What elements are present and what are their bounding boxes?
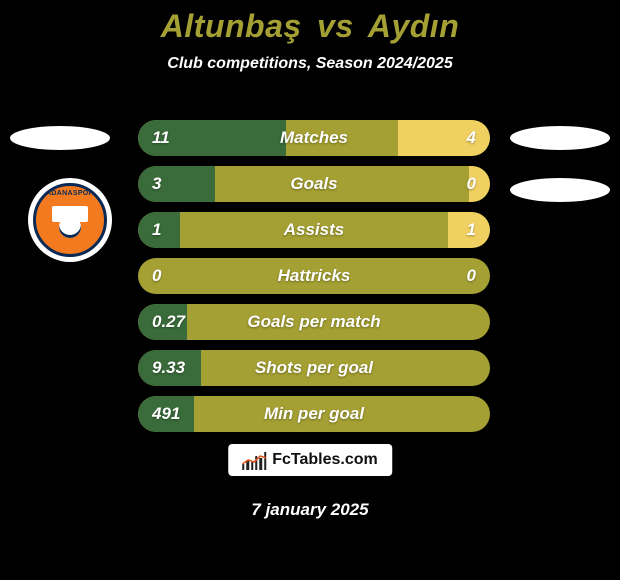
- stat-row: Min per goal491: [138, 396, 490, 432]
- stat-value-left: 9.33: [138, 350, 199, 386]
- stat-value-left: 491: [138, 396, 194, 432]
- stat-value-right: 4: [453, 120, 490, 156]
- title-vs: vs: [317, 8, 354, 44]
- subtitle: Club competitions, Season 2024/2025: [0, 55, 620, 73]
- stat-row: Hattricks0 0: [138, 258, 490, 294]
- stat-row: Shots per goal9.33: [138, 350, 490, 386]
- club-badge-text: ADANASPOR: [36, 190, 104, 197]
- player-photo-right-row1: [510, 126, 610, 150]
- stat-value-right: [462, 304, 490, 340]
- stat-label: Matches: [138, 120, 490, 156]
- stat-value-right: [462, 396, 490, 432]
- stat-value-left: 3: [138, 166, 175, 202]
- club-badge-ball-icon: [59, 216, 81, 238]
- fctables-chart-icon: [242, 450, 266, 470]
- title-player-right: Aydın: [368, 8, 459, 44]
- stat-value-right: [462, 350, 490, 386]
- stat-value-right: 1: [453, 212, 490, 248]
- stat-label: Hattricks: [138, 258, 490, 294]
- fctables-logo-text: FcTables.com: [272, 451, 378, 469]
- player-photo-left-row1: [10, 126, 110, 150]
- stats-container: Matches114Goals30Assists11Hattricks00Goa…: [138, 120, 490, 442]
- stat-value-right: 0: [453, 166, 490, 202]
- title-player-left: Altunbaş: [161, 8, 302, 44]
- club-badge-inner: ADANASPOR: [33, 183, 107, 257]
- stat-value-left: 11: [138, 120, 184, 156]
- stat-row: Assists1 1: [138, 212, 490, 248]
- player-photo-right-row2: [510, 178, 610, 202]
- stat-value-left: 1: [138, 212, 175, 248]
- stat-value-left: 0: [138, 258, 175, 294]
- stat-value-left: 0.27: [138, 304, 199, 340]
- comparison-title: Altunbaş vs Aydın: [0, 0, 620, 45]
- infographic-date: 7 january 2025: [0, 500, 620, 520]
- club-badge-left: ADANASPOR: [28, 178, 112, 262]
- stat-row: Goals per match0.27: [138, 304, 490, 340]
- stat-label: Goals: [138, 166, 490, 202]
- stat-row: Matches11 4: [138, 120, 490, 156]
- stat-row: Goals3 0: [138, 166, 490, 202]
- stat-label: Assists: [138, 212, 490, 248]
- stat-value-right: 0: [453, 258, 490, 294]
- fctables-logo[interactable]: FcTables.com: [228, 444, 392, 476]
